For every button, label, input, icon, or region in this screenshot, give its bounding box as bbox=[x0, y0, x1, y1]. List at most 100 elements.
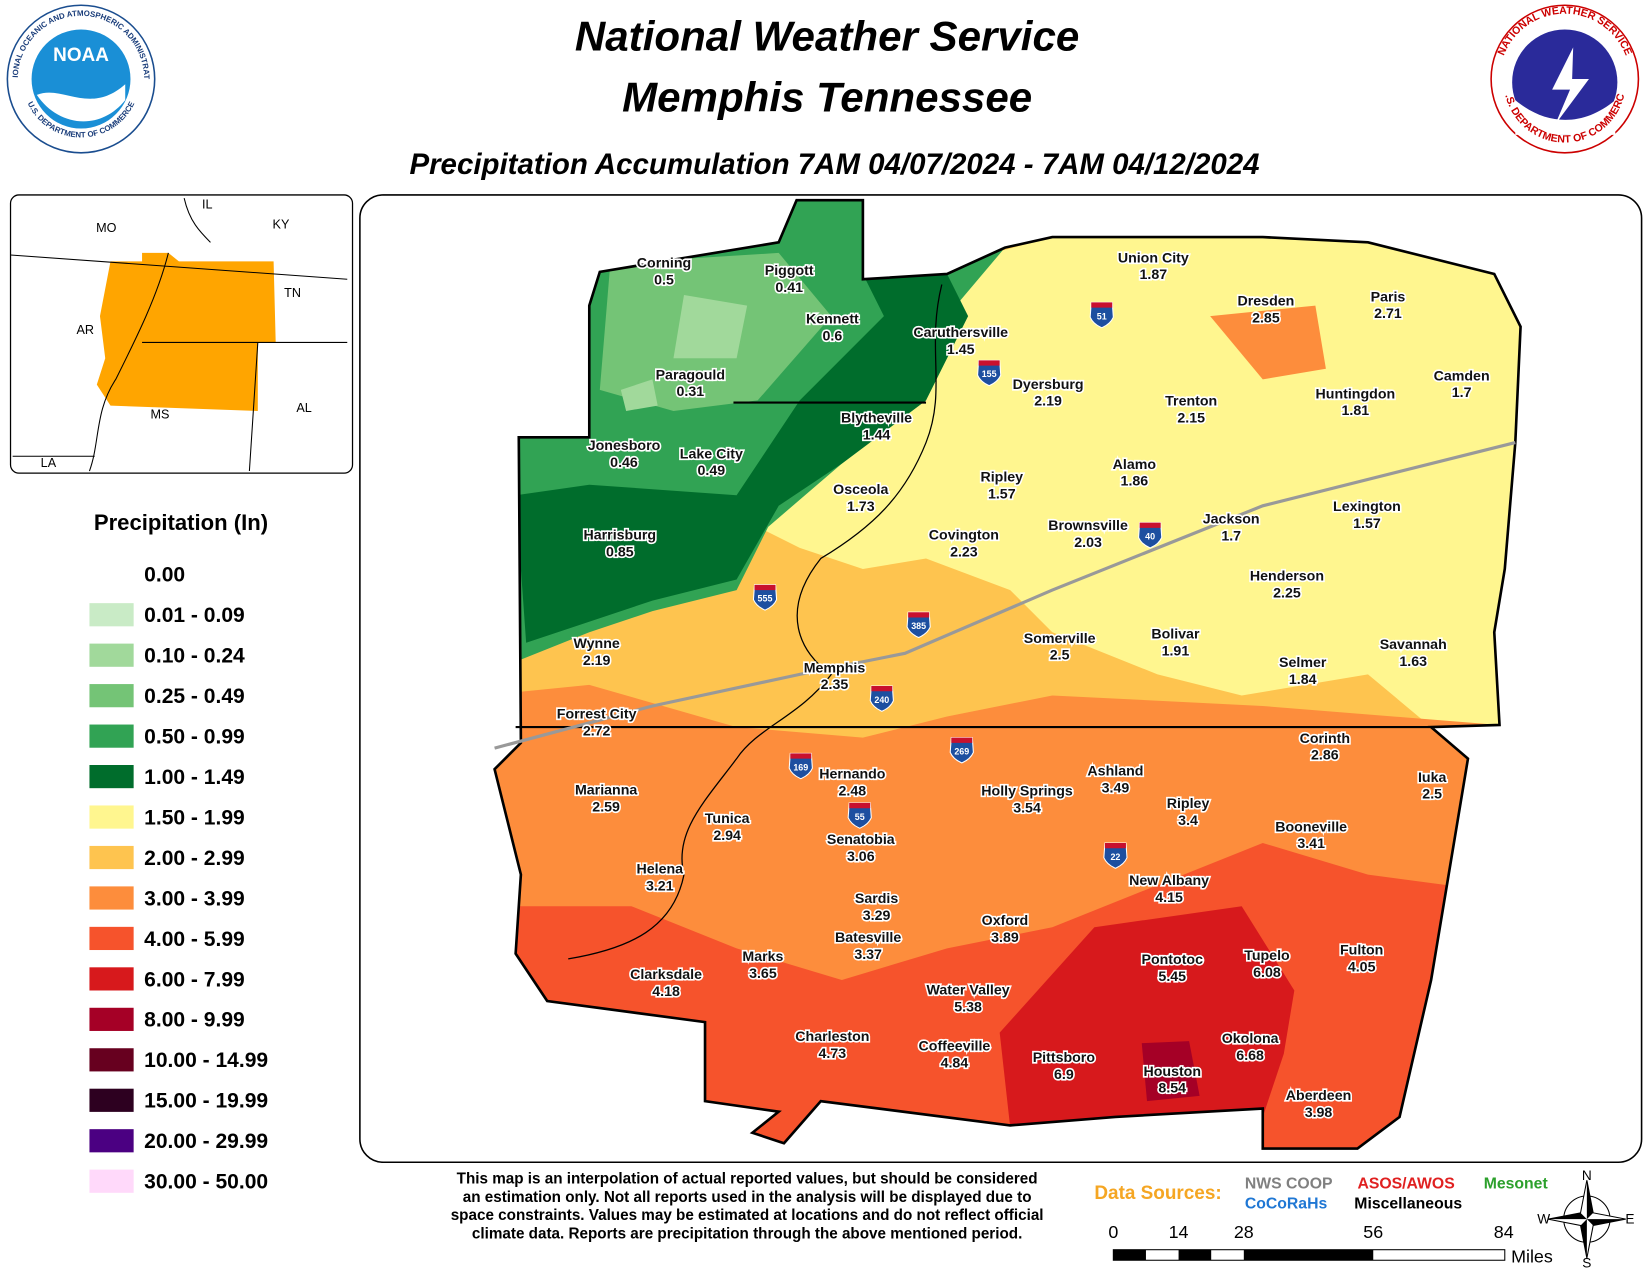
city-value: 2.94 bbox=[713, 828, 741, 844]
city-value: 3.29 bbox=[863, 908, 891, 924]
city-name: Corning bbox=[637, 256, 691, 272]
inset-label: MO bbox=[96, 221, 117, 235]
city-value: 6.08 bbox=[1253, 965, 1281, 981]
interstate-shield bbox=[1089, 301, 1114, 329]
city-value: 6.9 bbox=[1054, 1067, 1074, 1083]
compass-letter: E bbox=[1625, 1211, 1634, 1226]
footer-note: climate data. Reports are precipitation … bbox=[472, 1226, 1022, 1243]
city-value: 2.48 bbox=[839, 784, 867, 800]
city-name: Coffeeville bbox=[919, 1039, 991, 1055]
city-name: Forrest City bbox=[557, 707, 637, 723]
legend-label: 3.00 - 3.99 bbox=[144, 887, 245, 910]
city-value: 3.06 bbox=[847, 849, 875, 865]
nws-wave bbox=[1515, 100, 1616, 135]
interstate-number: 55 bbox=[855, 812, 865, 822]
interstate-number: 40 bbox=[1145, 531, 1155, 541]
interstate-cap bbox=[908, 612, 930, 618]
city-name: Lake City bbox=[680, 446, 743, 462]
state-lines bbox=[515, 401, 1432, 729]
legend-swatch bbox=[89, 724, 134, 748]
interstate-shield bbox=[1103, 842, 1128, 869]
legend-label: 0.01 - 0.09 bbox=[144, 604, 245, 627]
city-name: Fulton bbox=[1340, 943, 1383, 959]
data-source: Miscellaneous bbox=[1354, 1196, 1462, 1213]
footer-note: This map is an interpolation of actual r… bbox=[457, 1170, 1038, 1187]
city-name: Paris bbox=[1371, 289, 1406, 305]
city-value: 2.03 bbox=[1074, 535, 1102, 551]
legend-label: 30.00 - 50.00 bbox=[144, 1171, 268, 1194]
legend-swatch bbox=[89, 967, 134, 991]
city-name: Trenton bbox=[1165, 394, 1217, 410]
legend-swatch bbox=[89, 684, 134, 708]
city-name: Senatobia bbox=[827, 832, 895, 848]
city-value: 2.59 bbox=[592, 799, 620, 815]
legend-swatch bbox=[89, 886, 134, 910]
interstate-shield bbox=[949, 737, 974, 764]
inset-label: AR bbox=[76, 323, 94, 337]
city-name: Dyersburg bbox=[1013, 377, 1084, 393]
inset-label: MS bbox=[150, 407, 169, 421]
legend-swatch bbox=[89, 603, 134, 627]
city-value: 8.54 bbox=[1158, 1081, 1186, 1097]
city-value: 1.7 bbox=[1221, 529, 1241, 545]
interstate-number: 155 bbox=[982, 369, 997, 379]
legend-label: 0.00 bbox=[144, 564, 185, 587]
city-name: Charleston bbox=[795, 1029, 869, 1045]
compass bbox=[1547, 1180, 1626, 1259]
legend-label: 20.00 - 29.99 bbox=[144, 1130, 268, 1153]
interstate-number: 385 bbox=[911, 621, 926, 631]
city-name: Henderson bbox=[1250, 569, 1324, 585]
legend-swatch bbox=[89, 1048, 134, 1072]
interstate-shield bbox=[906, 611, 931, 639]
city-name: Ashland bbox=[1087, 764, 1143, 780]
interstate-shield bbox=[847, 802, 872, 829]
city-value: 4.15 bbox=[1155, 890, 1183, 906]
city-value: 3.41 bbox=[1297, 836, 1325, 852]
legend-swatch bbox=[89, 926, 134, 951]
interstate-cap bbox=[1139, 522, 1161, 528]
legend-label: 0.25 - 0.49 bbox=[144, 685, 245, 708]
city-name: Blytheville bbox=[841, 411, 912, 427]
legend-swatch bbox=[89, 643, 134, 667]
city-name: Okolona bbox=[1222, 1031, 1279, 1047]
interstate-cap bbox=[1104, 842, 1126, 849]
city-value: 3.89 bbox=[991, 930, 1019, 946]
interstate-cap bbox=[790, 753, 812, 759]
title: National Weather Service bbox=[575, 13, 1079, 60]
interstate-number: 169 bbox=[793, 762, 808, 772]
city-name: Marianna bbox=[575, 782, 637, 798]
city-name: Houston bbox=[1143, 1064, 1201, 1080]
scale-tick: 56 bbox=[1363, 1222, 1383, 1242]
city-value: 1.57 bbox=[988, 486, 1016, 502]
city-value: 5.45 bbox=[1158, 969, 1186, 985]
city-value: 6.68 bbox=[1236, 1048, 1264, 1064]
scale-segment bbox=[1178, 1249, 1212, 1261]
compass-letter: N bbox=[1582, 1168, 1592, 1183]
city-value: 2.19 bbox=[1034, 394, 1062, 410]
interstate-number: 555 bbox=[758, 594, 773, 604]
precip-field bbox=[494, 200, 1521, 1149]
city-value: 2.19 bbox=[583, 653, 611, 669]
city-name: Marks bbox=[742, 949, 783, 965]
legend-swatch bbox=[89, 1169, 134, 1193]
city-value: 2.15 bbox=[1177, 411, 1205, 427]
city-value: 2.35 bbox=[821, 677, 849, 693]
inset-borders bbox=[10, 197, 348, 472]
city-value: 2.85 bbox=[1252, 310, 1280, 326]
scale-segment bbox=[1243, 1249, 1374, 1261]
city-name: Ripley bbox=[980, 470, 1023, 486]
noaa-bird bbox=[36, 84, 126, 122]
city-value: 3.54 bbox=[1013, 800, 1041, 816]
interstate-cap bbox=[871, 685, 893, 692]
legend-label: 0.10 - 0.24 bbox=[144, 645, 245, 668]
city-name: Wynne bbox=[574, 636, 620, 652]
city-name: Pontotoc bbox=[1142, 952, 1204, 968]
city-value: 2.86 bbox=[1311, 748, 1339, 764]
interstate-cap bbox=[849, 802, 871, 809]
city-value: 3.37 bbox=[854, 947, 882, 963]
legend-swatch bbox=[89, 845, 134, 870]
city-value: 1.87 bbox=[1139, 267, 1167, 283]
interstate-cap bbox=[978, 360, 1000, 366]
legend-swatch bbox=[89, 805, 134, 829]
city-value: 2.71 bbox=[1374, 306, 1402, 322]
